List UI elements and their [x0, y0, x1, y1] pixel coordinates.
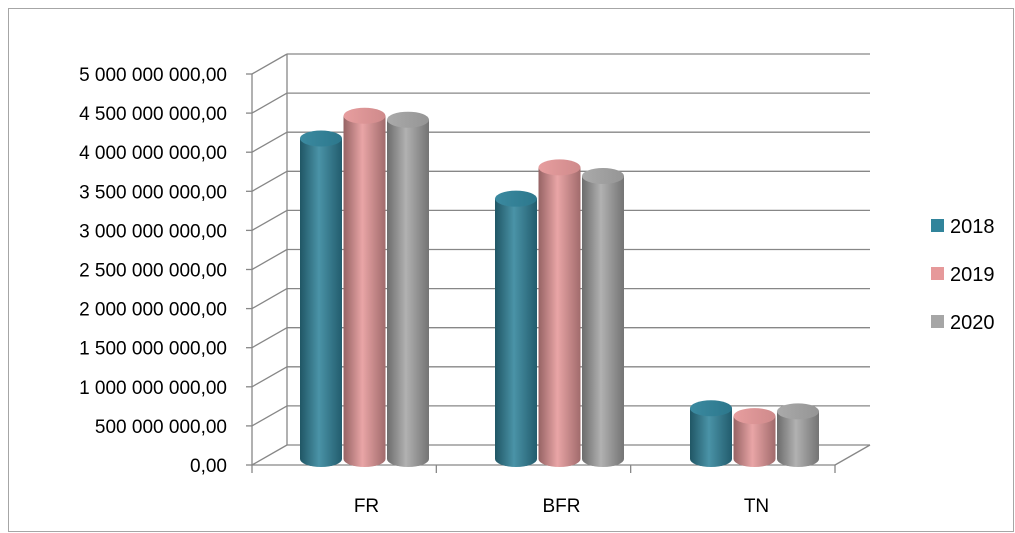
bar-top: [495, 190, 537, 207]
legend-swatch: [931, 315, 944, 328]
bar-body: [733, 416, 776, 467]
y-tick-labels: 0,00 500 000 000,00 1 000 000 000,00 1 500 …: [79, 65, 227, 477]
bar-top: [733, 408, 776, 425]
bar-top: [343, 107, 386, 124]
legend-item-2020: 2020: [931, 312, 995, 334]
y-tick-label: 4 500 000 000,00: [79, 104, 227, 125]
bars: [300, 107, 819, 468]
bar-fr-2018: [300, 130, 342, 467]
bar-body: [538, 167, 581, 468]
bar-top: [538, 159, 581, 176]
y-tick-label: 0,00: [190, 456, 227, 477]
y-tick-label: 5 000 000 000,00: [79, 65, 227, 86]
legend-label: 2018: [950, 216, 995, 238]
side-gridline: [251, 248, 288, 271]
bar-body: [690, 408, 732, 467]
bar-tn-2018: [690, 400, 732, 467]
y-tick-label: 1 500 000 000,00: [79, 339, 227, 360]
y-tick-label: 3 000 000 000,00: [79, 221, 227, 242]
bar-bfr-2020: [582, 168, 624, 468]
y-tick-label: 4 000 000 000,00: [79, 143, 227, 164]
y-tick-label: 2 500 000 000,00: [79, 261, 227, 282]
legend-label: 2020: [950, 312, 995, 334]
side-gridline: [251, 92, 288, 114]
side-gridline: [251, 405, 288, 427]
category-label-tn: TN: [744, 496, 769, 517]
bar-bfr-2018: [495, 190, 537, 467]
legend: 2018 2019 2020: [931, 216, 995, 334]
axes: [246, 54, 871, 473]
y-tick-label: 3 500 000 000,00: [79, 182, 227, 203]
bar-top: [300, 130, 342, 147]
side-gridline: [251, 327, 288, 349]
bar-tn-2020: [777, 403, 819, 467]
legend-item-2019: 2019: [931, 264, 995, 286]
side-gridline: [251, 209, 288, 231]
legend-swatch: [931, 267, 944, 280]
legend-swatch: [931, 219, 944, 232]
y-tick-label: 2 000 000 000,00: [79, 300, 227, 321]
category-label-bfr: BFR: [543, 496, 581, 517]
side-gridline: [251, 53, 288, 75]
legend-item-2018: 2018: [931, 216, 995, 238]
category-label-fr: FR: [354, 496, 379, 517]
side-gridline: [251, 366, 288, 388]
bar-fr-2019: [343, 107, 386, 468]
side-gridline: [251, 444, 288, 466]
bar-bfr-2019: [538, 159, 581, 468]
bar-fr-2020: [387, 111, 429, 468]
bar-body: [777, 411, 819, 467]
bar-body: [495, 198, 537, 467]
bar-tn-2019: [733, 408, 776, 467]
side-gridline: [251, 288, 288, 310]
bar-top: [582, 168, 624, 185]
y-tick-label: 500 000 000,00: [95, 417, 227, 438]
category-labels: FR BFR TN: [354, 496, 769, 517]
bar-body: [300, 138, 342, 467]
bar-body: [343, 115, 386, 468]
bar-top: [387, 111, 429, 128]
side-gridline: [251, 170, 288, 192]
chart-frame: [8, 8, 1014, 532]
y-tick-label: 1 000 000 000,00: [79, 378, 227, 399]
legend-label: 2019: [950, 264, 995, 286]
bar-top: [690, 400, 732, 417]
bar-top: [777, 403, 819, 420]
floor-edge: [834, 444, 871, 466]
bar-body: [387, 119, 429, 468]
bar-body: [582, 176, 624, 468]
side-gridline: [251, 131, 288, 153]
